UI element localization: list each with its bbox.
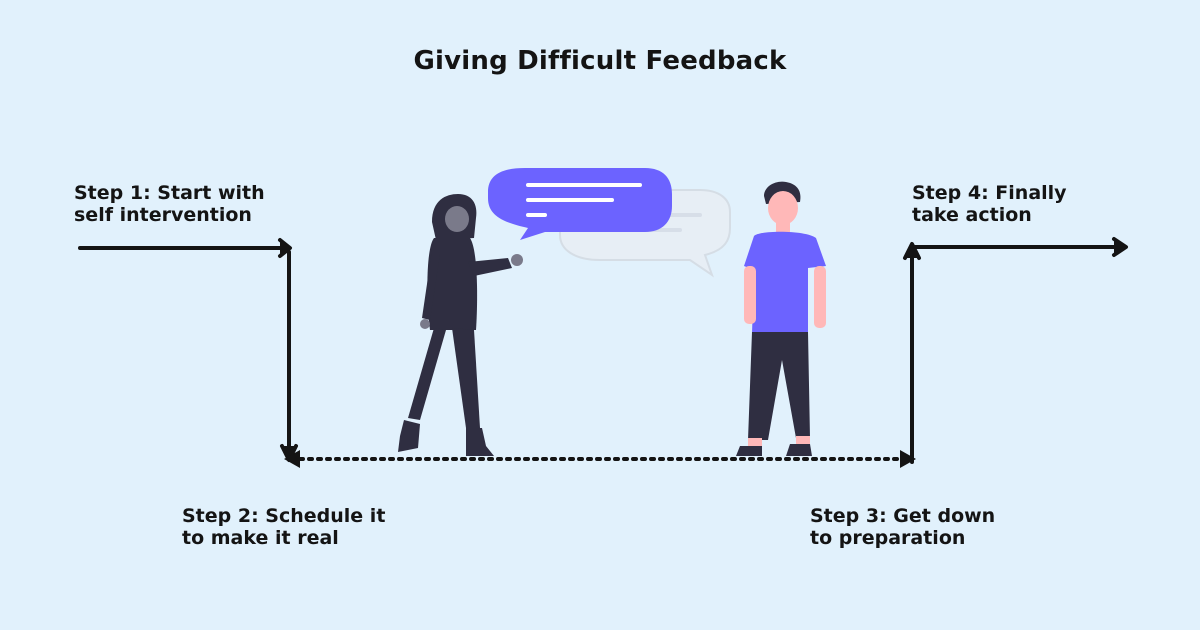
step-1-label: Step 1: Start with self intervention [74, 182, 265, 226]
step-2-label: Step 2: Schedule it to make it real [182, 505, 385, 549]
arrowhead-step3-up [903, 242, 921, 260]
step-4-label: Step 4: Finally take action [912, 182, 1067, 226]
speech-bubble [488, 168, 672, 240]
person-man [736, 181, 826, 456]
step-3-line-1: Step 3: Get down [810, 505, 996, 527]
step-3-label: Step 3: Get down to preparation [810, 505, 995, 549]
arrowhead-step1-right [278, 238, 292, 258]
step-1-line-1: Step 1: Start with [74, 182, 265, 204]
arrowhead-dotted-right [900, 450, 916, 468]
arrowhead-dotted-left [284, 450, 300, 468]
step-4-line-1: Step 4: Finally [912, 182, 1067, 204]
arrowhead-step4-right [1112, 237, 1128, 257]
step-2-line-1: Step 2: Schedule it [182, 505, 386, 527]
diagram-title: Giving Difficult Feedback [413, 46, 787, 76]
person-woman [398, 194, 523, 456]
step-1-line-2: self intervention [74, 204, 252, 226]
step-2-line-2: to make it real [182, 527, 339, 549]
step-3-line-2: to preparation [810, 527, 966, 549]
step-4-line-2: take action [912, 204, 1032, 226]
